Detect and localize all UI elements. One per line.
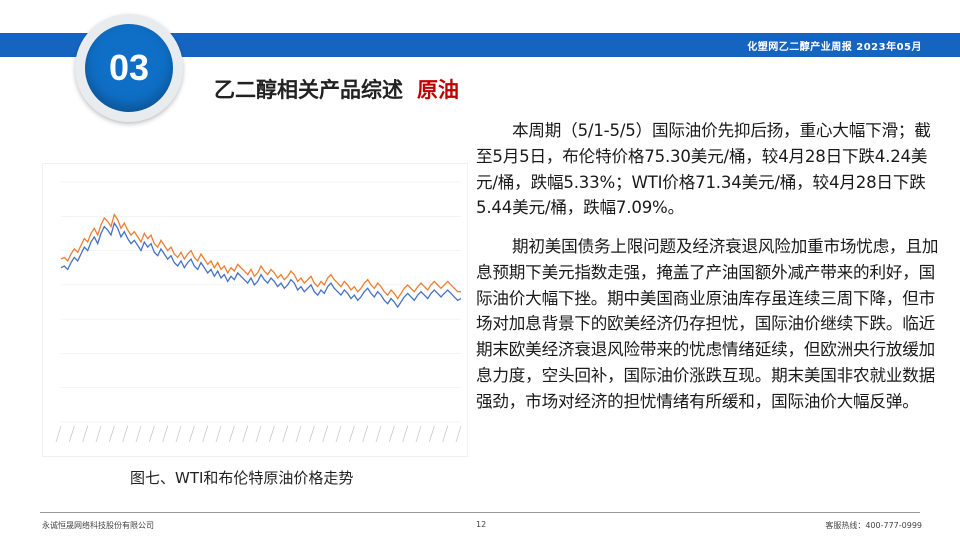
x-tick [82,425,89,443]
section-number: 03 [108,47,150,88]
series-line-1 [60,221,462,309]
x-tick [162,425,169,443]
x-tick [255,425,262,443]
x-tick [188,425,195,443]
x-tick [95,425,102,443]
oil-price-chart-svg [55,181,462,443]
paragraph-1: 本周期（5/1-5/5）国际油价先抑后扬，重心大幅下滑；截至5月5日，布伦特价格… [476,118,946,221]
x-tick [415,425,422,443]
oil-price-chart [42,163,468,457]
x-tick [282,425,289,443]
x-tick [68,425,75,443]
x-tick [308,425,315,443]
section-title: 乙二醇相关产品综述 原油 [214,74,459,104]
x-tick [388,425,395,443]
x-tick [242,425,249,443]
x-tick [348,425,355,443]
x-tick [55,425,62,443]
chart-gridlines [61,181,461,423]
x-tick [362,425,369,443]
section-badge: 03 [85,24,173,112]
x-tick [228,425,235,443]
footer-company: 永诚恒晟网络科技股份有限公司 [42,521,154,530]
series-line-2 [60,213,461,300]
paragraph-1-text: 本周期（5/1-5/5）国际油价先抑后扬，重心大幅下滑；截至5月5日，布伦特价格… [476,121,931,218]
x-tick [375,425,382,443]
report-name: 化塑网乙二醇产业周报 2023年05月 [747,42,922,53]
x-tick [428,425,435,443]
footer-divider [40,512,920,513]
x-tick [148,425,155,443]
paragraph-2-text: 期初美国债务上限问题及经济衰退风险加重市场忧虑，且加息预期下美元指数走强，掩盖了… [476,237,939,411]
x-tick [202,425,209,443]
x-tick [175,425,182,443]
page-number: 12 [476,520,487,529]
x-tick [322,425,329,443]
chart-x-ticks [55,425,462,443]
section-title-accent: 原油 [417,78,459,102]
chart-series [60,213,462,309]
section-title-main: 乙二醇相关产品综述 [214,78,403,102]
x-tick [215,425,222,443]
x-tick [455,425,462,443]
footer-hotline: 客服热线：400-777-0999 [825,521,922,530]
x-tick [402,425,409,443]
x-tick [122,425,129,443]
x-tick [135,425,142,443]
figure-caption: 图七、WTI和布伦特原油价格走势 [130,469,354,487]
x-tick [108,425,115,443]
x-tick [268,425,275,443]
x-tick [295,425,302,443]
x-tick [442,425,449,443]
paragraph-2: 期初美国债务上限问题及经济衰退风险加重市场忧虑，且加息预期下美元指数走强，掩盖了… [476,234,946,415]
x-tick [335,425,342,443]
